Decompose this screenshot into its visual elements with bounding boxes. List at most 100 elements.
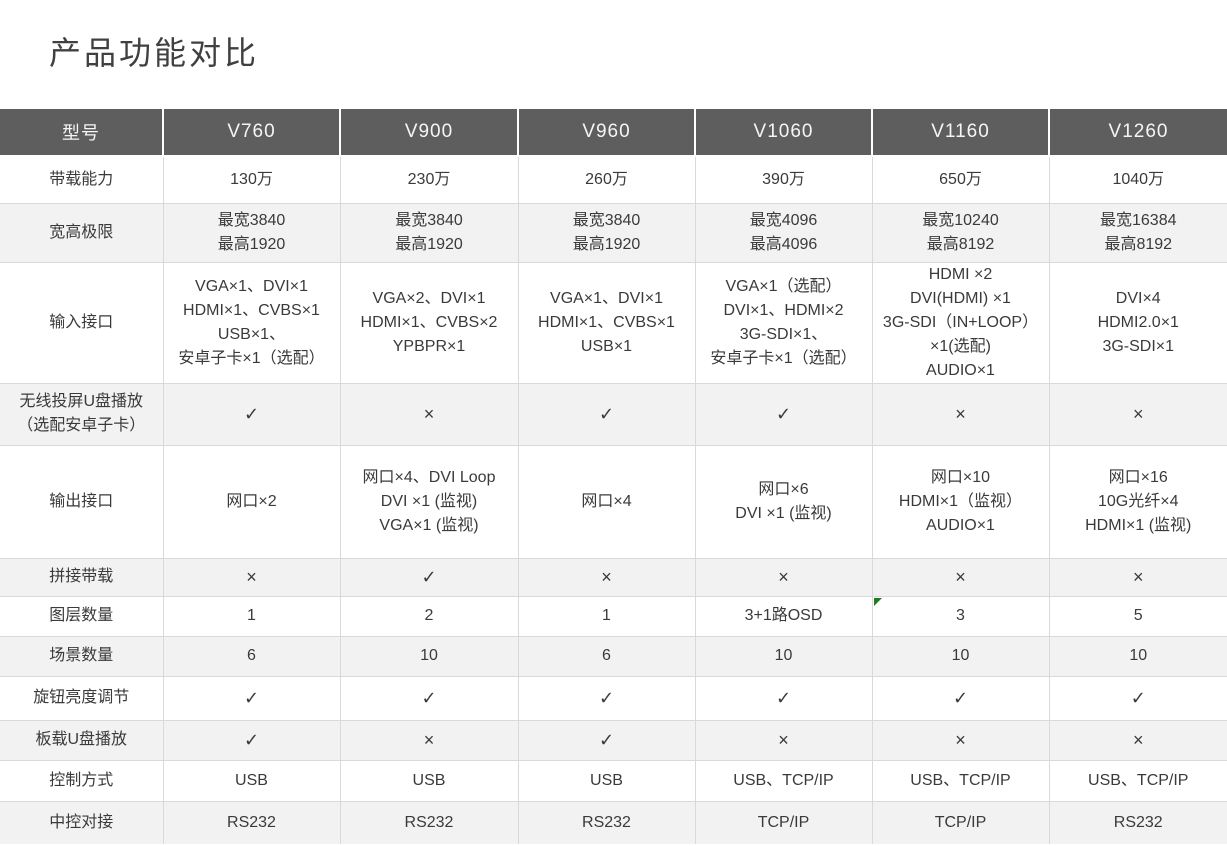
spec-cell: × <box>1048 382 1227 446</box>
header-row: 型号 V760 V900 V960 V1060 V1160 V1260 <box>0 109 1227 157</box>
model-column-header: V760 <box>162 109 341 157</box>
row-label: 输入接口 <box>0 261 164 384</box>
spec-cell: DVI×4 HDMI2.0×1 3G-SDI×1 <box>1048 261 1227 384</box>
spec-cell: 3 <box>871 595 1050 637</box>
spec-cell: × <box>871 719 1050 761</box>
spec-cell: 网口×6 DVI ×1 (监视) <box>694 444 873 559</box>
spec-cell: ✓ <box>694 382 873 446</box>
model-column-header: V1060 <box>694 109 873 157</box>
spec-cell: USB、TCP/IP <box>871 759 1050 802</box>
spec-cell: 390万 <box>694 155 873 204</box>
spec-cell: ✓ <box>162 675 341 721</box>
spec-cell: × <box>517 557 696 597</box>
row-label: 带载能力 <box>0 155 164 204</box>
row-label: 无线投屏U盘播放 （选配安卓子卡） <box>0 382 164 446</box>
spec-cell: 最宽3840 最高1920 <box>162 202 341 263</box>
table-row: 输入接口 VGA×1、DVI×1 HDMI×1、CVBS×1 USB×1、 安卓子卡×1… <box>0 261 1227 384</box>
spec-cell: 6 <box>162 635 341 677</box>
table-row: 中控对接 RS232 RS232 RS232 TCP/IP TCP/IP RS232 <box>0 800 1227 844</box>
model-column-header: V1160 <box>871 109 1050 157</box>
spec-cell: 1 <box>517 595 696 637</box>
row-label: 场景数量 <box>0 635 164 677</box>
spec-cell: ✓ <box>162 382 341 446</box>
spec-cell: 2 <box>339 595 519 637</box>
spec-cell: 3+1路OSD <box>694 595 873 637</box>
spec-cell: 最宽16384 最高8192 <box>1048 202 1227 263</box>
spec-cell: RS232 <box>1048 800 1227 844</box>
spec-cell: 最宽3840 最高1920 <box>517 202 696 263</box>
table-row: 控制方式 USB USB USB USB、TCP/IP USB、TCP/IP USB、TCP… <box>0 759 1227 802</box>
row-label: 图层数量 <box>0 595 164 637</box>
spec-cell: 260万 <box>517 155 696 204</box>
spec-cell: 最宽4096 最高4096 <box>694 202 873 263</box>
spec-cell: ✓ <box>339 557 519 597</box>
spec-cell: 最宽3840 最高1920 <box>339 202 519 263</box>
row-label: 宽高极限 <box>0 202 164 263</box>
spec-cell: ✓ <box>1048 675 1227 721</box>
spec-cell: × <box>871 382 1050 446</box>
comparison-table: 型号 V760 V900 V960 V1060 V1160 V1260 带载能力 130万 230… <box>0 109 1227 844</box>
spec-cell: 650万 <box>871 155 1050 204</box>
header-model-label: 型号 <box>0 109 164 157</box>
model-column-header: V900 <box>339 109 519 157</box>
page-title: 产品功能对比 <box>49 35 260 71</box>
spec-cell: 10 <box>871 635 1050 677</box>
cell-corner-marker <box>873 597 882 606</box>
spec-cell: 5 <box>1048 595 1227 637</box>
spec-cell: ✓ <box>339 675 519 721</box>
row-label: 拼接带载 <box>0 557 164 597</box>
spec-cell: VGA×2、DVI×1 HDMI×1、CVBS×2 YPBPR×1 <box>339 261 519 384</box>
table-row: 图层数量 1 2 1 3+1路OSD 3 5 <box>0 595 1227 637</box>
spec-cell: 网口×4 <box>517 444 696 559</box>
spec-cell: × <box>339 719 519 761</box>
spec-cell: VGA×1、DVI×1 HDMI×1、CVBS×1 USB×1 <box>517 261 696 384</box>
table-row: 旋钮亮度调节 ✓ ✓ ✓ ✓ ✓ ✓ <box>0 675 1227 721</box>
spec-cell: 网口×4、DVI Loop DVI ×1 (监视) VGA×1 (监视) <box>339 444 519 559</box>
spec-cell: TCP/IP <box>871 800 1050 844</box>
spec-cell: 10 <box>1048 635 1227 677</box>
spec-cell: VGA×1（选配） DVI×1、HDMI×2 3G-SDI×1、 安卓子卡×1（选配） <box>694 261 873 384</box>
table-row: 板载U盘播放 ✓ × ✓ × × × <box>0 719 1227 761</box>
spec-cell: RS232 <box>162 800 341 844</box>
row-label: 旋钮亮度调节 <box>0 675 164 721</box>
model-column-header: V1260 <box>1048 109 1227 157</box>
spec-cell: USB、TCP/IP <box>694 759 873 802</box>
spec-cell: USB <box>162 759 341 802</box>
spec-cell: × <box>694 557 873 597</box>
spec-cell: 10 <box>339 635 519 677</box>
spec-cell: × <box>339 382 519 446</box>
spec-cell: 130万 <box>162 155 341 204</box>
table-row: 输出接口 网口×2 网口×4、DVI Loop DVI ×1 (监视) VGA×1 (监… <box>0 444 1227 559</box>
row-label: 板载U盘播放 <box>0 719 164 761</box>
table-row: 无线投屏U盘播放 （选配安卓子卡） ✓ × ✓ ✓ × × <box>0 382 1227 446</box>
spec-cell: ✓ <box>517 719 696 761</box>
spec-cell: RS232 <box>339 800 519 844</box>
spec-cell: VGA×1、DVI×1 HDMI×1、CVBS×1 USB×1、 安卓子卡×1（选配） <box>162 261 341 384</box>
table-row: 带载能力 130万 230万 260万 390万 650万 1040万 <box>0 155 1227 204</box>
spec-cell: ✓ <box>871 675 1050 721</box>
spec-cell: ✓ <box>162 719 341 761</box>
row-label: 输出接口 <box>0 444 164 559</box>
spec-cell: ✓ <box>517 675 696 721</box>
table-row: 拼接带载 × ✓ × × × × <box>0 557 1227 597</box>
table-row: 宽高极限 最宽3840 最高1920 最宽3840 最高1920 最宽3840 最高1920… <box>0 202 1227 263</box>
spec-cell: ✓ <box>694 675 873 721</box>
spec-cell: USB <box>339 759 519 802</box>
spec-cell: 1040万 <box>1048 155 1227 204</box>
spec-cell: RS232 <box>517 800 696 844</box>
spec-cell: 网口×10 HDMI×1（监视） AUDIO×1 <box>871 444 1050 559</box>
spec-cell: 10 <box>694 635 873 677</box>
spec-cell: × <box>1048 557 1227 597</box>
row-label: 中控对接 <box>0 800 164 844</box>
table-row: 场景数量 6 10 6 10 10 10 <box>0 635 1227 677</box>
spec-cell: 网口×2 <box>162 444 341 559</box>
spec-cell: × <box>871 557 1050 597</box>
spec-cell: USB <box>517 759 696 802</box>
spec-cell: USB、TCP/IP <box>1048 759 1227 802</box>
row-label: 控制方式 <box>0 759 164 802</box>
spec-cell: × <box>694 719 873 761</box>
spec-cell: × <box>162 557 341 597</box>
spec-cell: TCP/IP <box>694 800 873 844</box>
spec-cell: ✓ <box>517 382 696 446</box>
spec-cell: 最宽10240 最高8192 <box>871 202 1050 263</box>
